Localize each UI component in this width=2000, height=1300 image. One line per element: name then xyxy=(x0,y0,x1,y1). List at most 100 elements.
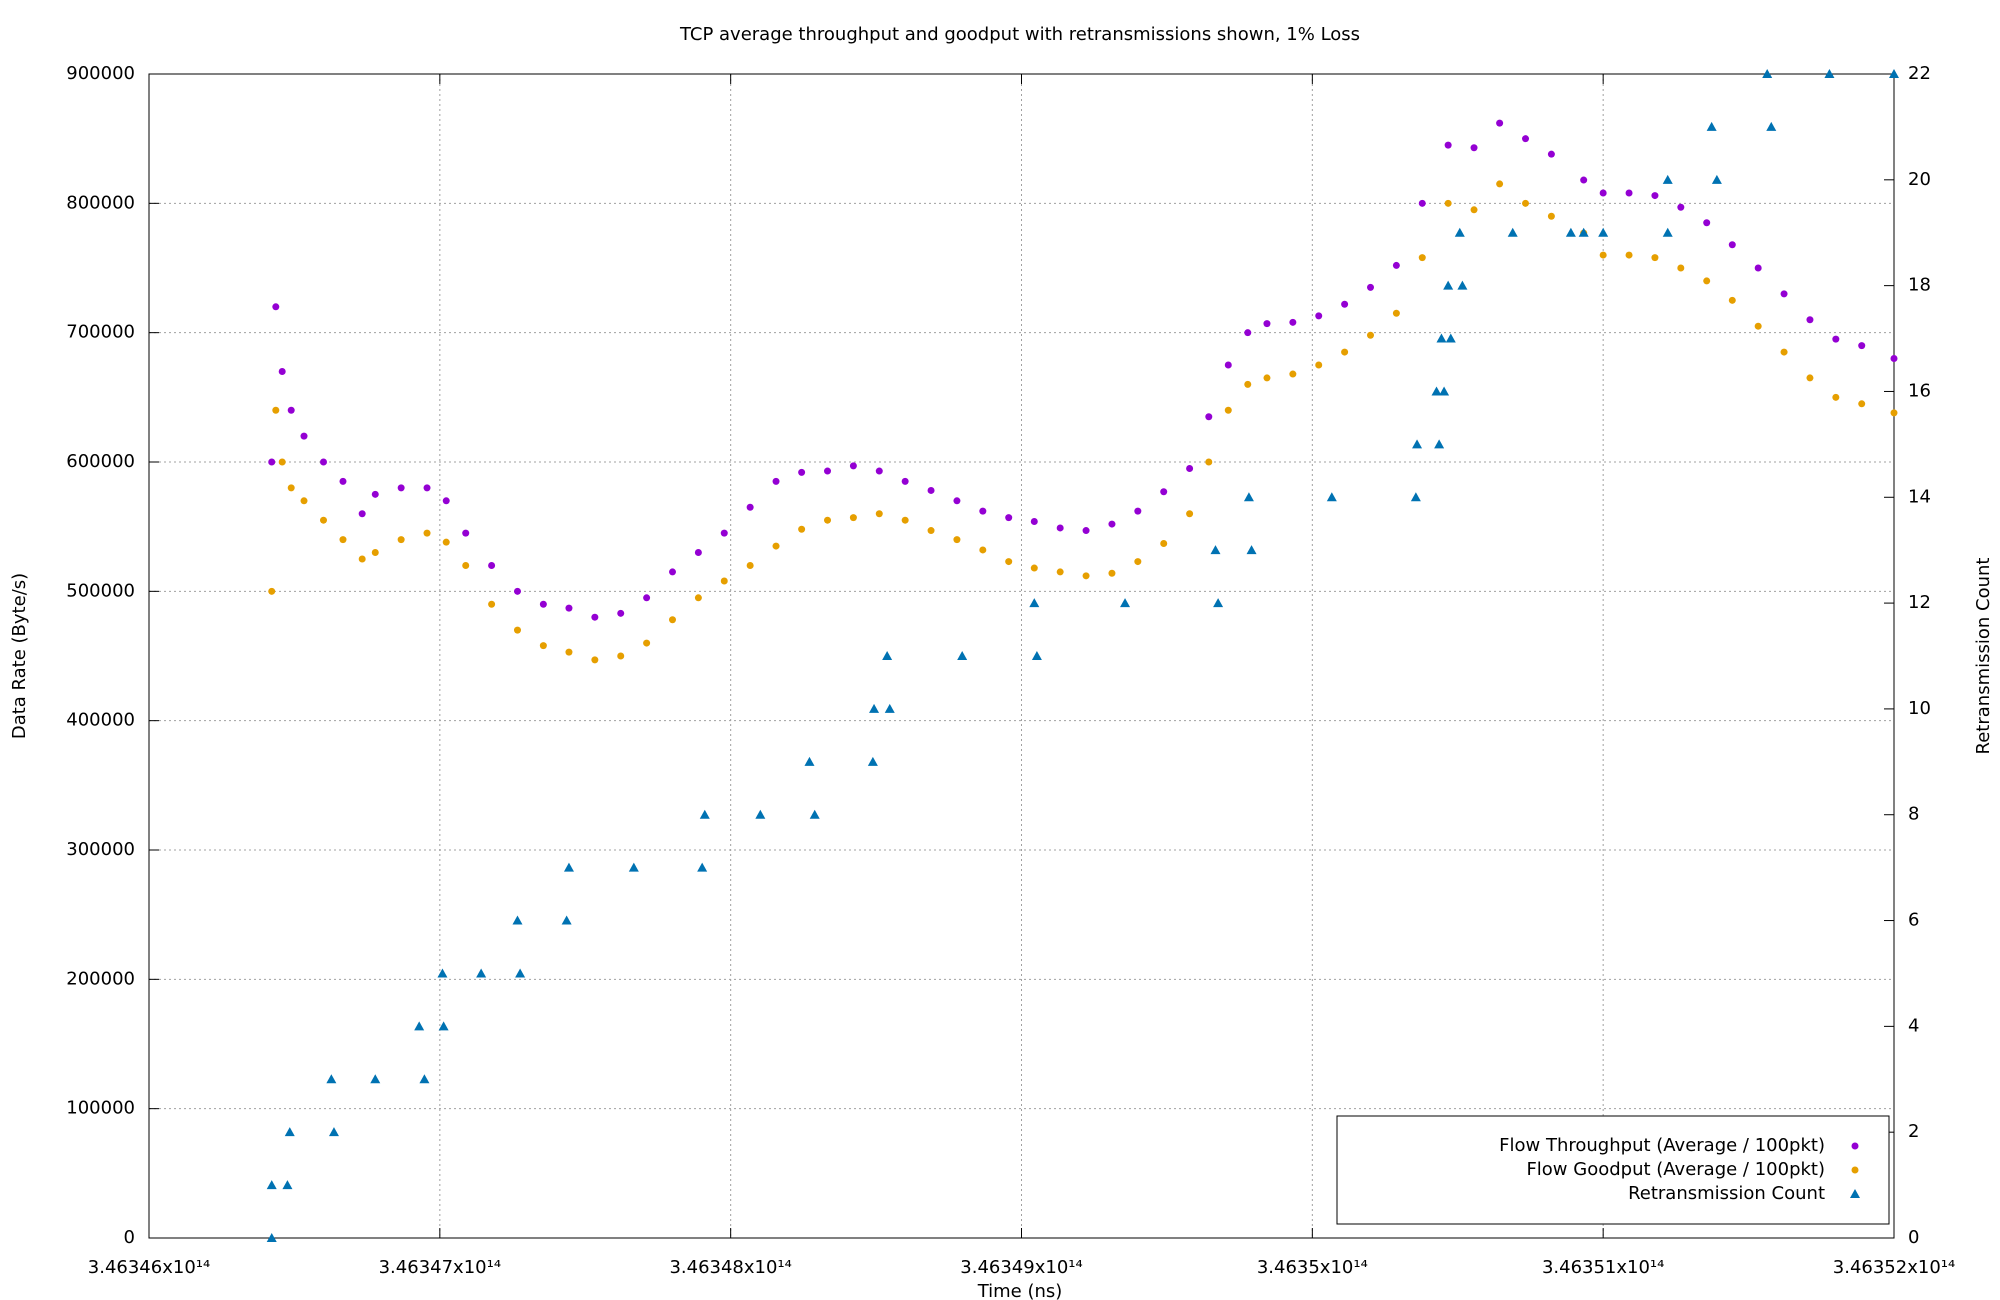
data-point xyxy=(287,406,295,414)
data-point xyxy=(1470,206,1478,214)
data-point xyxy=(278,367,286,375)
data-point xyxy=(1243,492,1254,502)
data-point xyxy=(1522,199,1530,207)
data-point xyxy=(1120,598,1131,608)
data-point xyxy=(694,549,702,557)
data-point xyxy=(1341,300,1349,308)
data-point xyxy=(849,462,857,470)
data-point xyxy=(901,516,909,524)
data-point xyxy=(1889,69,1899,78)
data-point xyxy=(1392,261,1400,269)
data-point xyxy=(1341,348,1349,356)
data-point xyxy=(1418,254,1426,262)
data-point xyxy=(798,525,806,533)
data-point xyxy=(1625,251,1633,259)
data-point xyxy=(513,626,521,634)
data-point xyxy=(1434,439,1445,449)
data-point xyxy=(669,616,676,624)
legend-label: Flow Goodput (Average / 100pkt) xyxy=(1526,1159,1825,1180)
data-point xyxy=(1728,241,1736,249)
data-point xyxy=(1470,144,1478,152)
data-point xyxy=(1443,280,1454,290)
data-point xyxy=(1186,510,1194,518)
data-point xyxy=(927,527,935,535)
data-point xyxy=(1315,361,1323,369)
data-point xyxy=(643,639,651,647)
data-point xyxy=(419,1074,430,1084)
data-point xyxy=(1056,568,1064,576)
data-point xyxy=(539,642,547,650)
data-point xyxy=(1547,212,1555,220)
data-point xyxy=(1205,458,1213,466)
y-tick-label: 600000 xyxy=(66,451,135,472)
data-point xyxy=(1890,409,1898,417)
data-point xyxy=(1444,199,1452,207)
data-point xyxy=(1858,400,1866,408)
y2-tick-label: 0 xyxy=(1908,1227,1919,1248)
legend-symbol xyxy=(1851,1142,1859,1150)
data-point xyxy=(512,915,523,925)
data-point xyxy=(539,600,547,608)
data-point xyxy=(953,536,961,544)
y-tick-label: 100000 xyxy=(66,1098,135,1119)
data-point xyxy=(746,503,754,511)
data-point xyxy=(371,490,379,498)
data-point xyxy=(1210,545,1221,555)
data-point xyxy=(268,458,276,466)
data-point xyxy=(1677,203,1685,211)
data-point xyxy=(804,756,815,766)
data-point xyxy=(1599,189,1607,197)
data-point xyxy=(1160,488,1168,496)
data-point xyxy=(1030,564,1038,572)
data-point xyxy=(1522,135,1530,143)
y2-tick-label: 10 xyxy=(1908,698,1931,719)
y-tick-label: 200000 xyxy=(66,968,135,989)
data-point xyxy=(617,652,625,660)
data-point xyxy=(1263,320,1271,328)
x-tick-label: 3.46347x10¹⁴ xyxy=(379,1257,501,1278)
data-point xyxy=(1703,219,1711,227)
data-point xyxy=(1289,370,1297,378)
data-point xyxy=(628,862,639,872)
data-point xyxy=(1754,322,1762,330)
data-point xyxy=(1806,374,1814,382)
data-point xyxy=(1890,355,1898,363)
data-point xyxy=(1224,361,1232,369)
data-point xyxy=(300,432,308,440)
data-point xyxy=(1160,539,1168,547)
data-point xyxy=(1780,290,1788,298)
data-point xyxy=(358,510,366,518)
data-point xyxy=(563,862,574,872)
data-point xyxy=(875,510,883,518)
data-point xyxy=(669,568,676,576)
data-point xyxy=(772,542,780,550)
data-point xyxy=(476,968,487,978)
data-point xyxy=(882,651,893,660)
x-tick-label: 3.46346x10¹⁴ xyxy=(88,1257,210,1278)
data-point xyxy=(1056,524,1064,532)
data-point xyxy=(755,809,766,819)
chart-title: TCP average throughput and goodput with … xyxy=(679,24,1360,45)
data-point xyxy=(697,862,708,872)
data-point xyxy=(1082,572,1090,580)
data-point xyxy=(772,477,780,485)
data-point xyxy=(1824,69,1835,78)
data-point xyxy=(867,756,878,766)
data-point xyxy=(414,1021,425,1031)
legend-label: Retransmission Count xyxy=(1628,1183,1825,1204)
data-point xyxy=(462,561,470,569)
data-point xyxy=(927,486,935,494)
data-point xyxy=(1134,507,1142,515)
data-point xyxy=(809,809,820,819)
data-point xyxy=(1454,227,1465,237)
data-point xyxy=(272,406,280,414)
y-tick-label: 700000 xyxy=(66,322,135,343)
data-point xyxy=(1599,251,1607,259)
y2-tick-label: 8 xyxy=(1908,804,1919,825)
data-point xyxy=(1711,174,1722,184)
data-point xyxy=(423,484,431,492)
data-point xyxy=(591,656,599,664)
data-point xyxy=(1766,121,1777,131)
data-point xyxy=(1496,119,1504,127)
